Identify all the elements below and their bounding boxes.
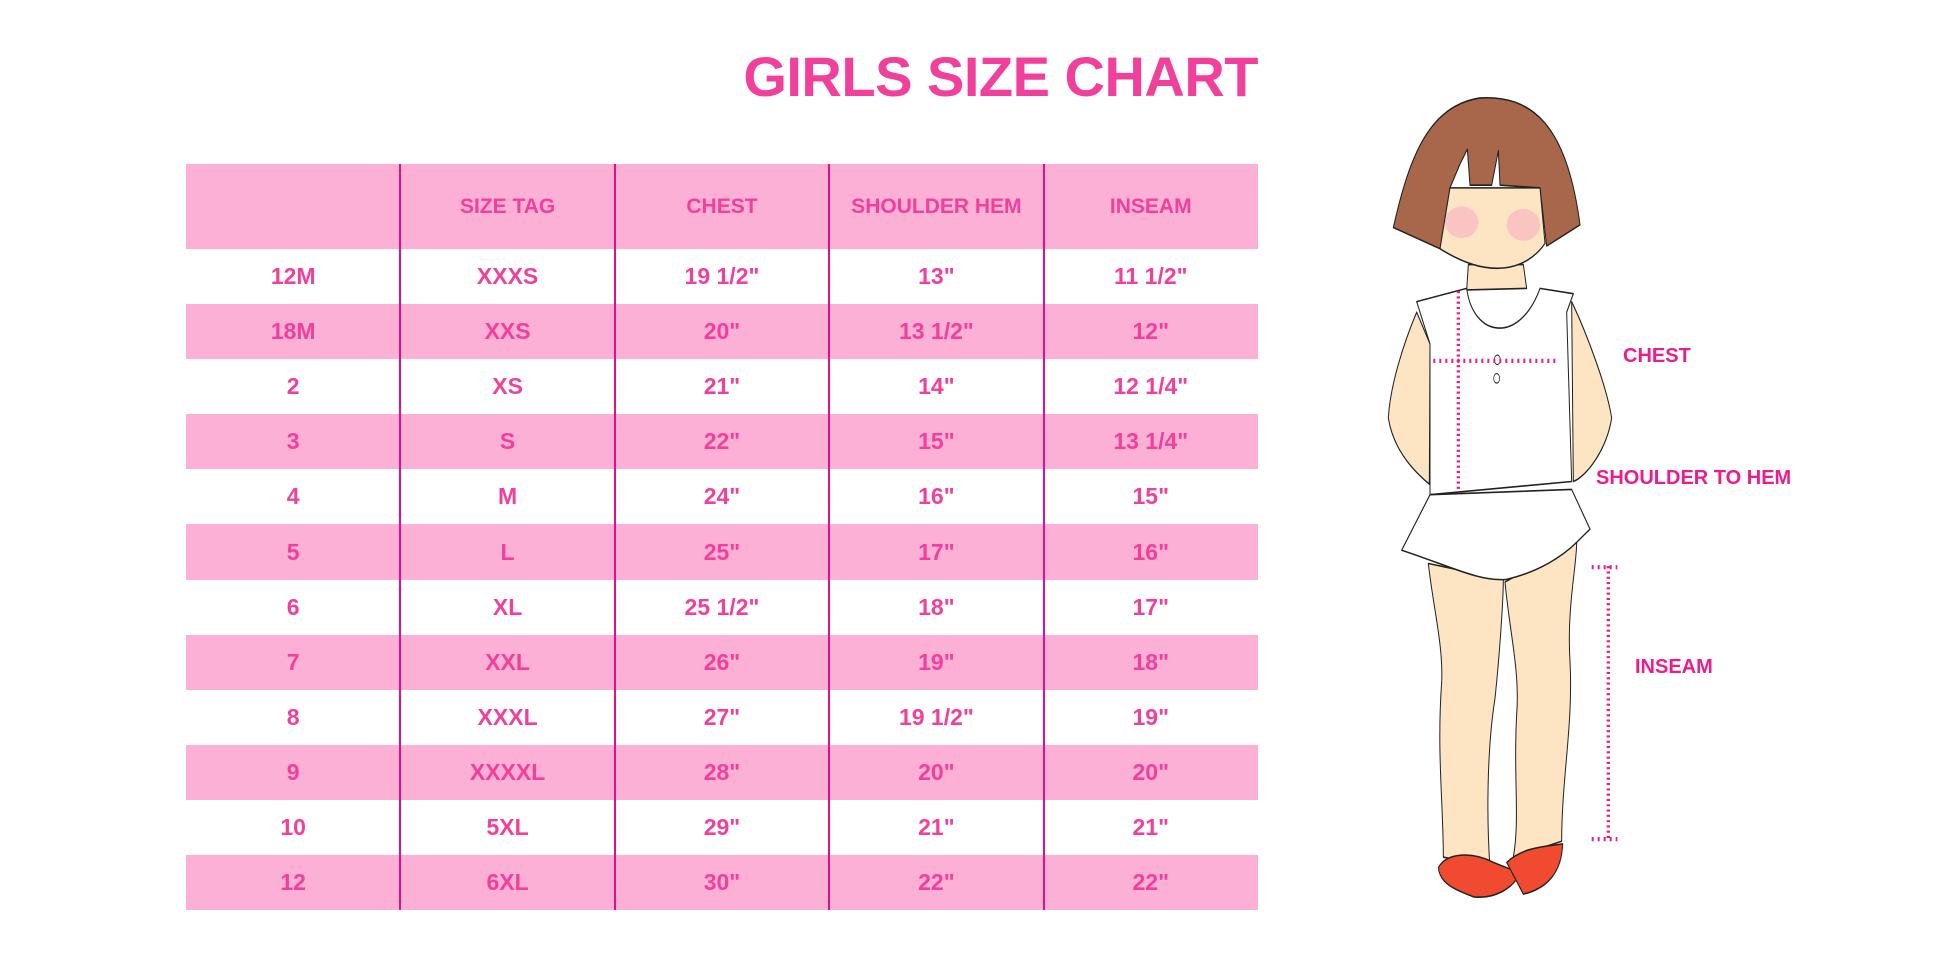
table-row: 12M XXXS 19 1/2" 13" 11 1/2" [186, 249, 1258, 304]
table-cell: 25 1/2" [684, 593, 760, 620]
table-cell: S [499, 428, 516, 455]
page-title: GIRLS SIZE CHART [743, 45, 1258, 108]
left-shoe [1437, 854, 1521, 898]
table-cell: 20" [918, 758, 955, 785]
column-divider [613, 164, 616, 910]
table-cell: 21" [703, 373, 741, 400]
table-cell: 16" [918, 483, 955, 510]
table-cell: M [498, 483, 518, 510]
table-row: 8 XXXL 27" 19 1/2" 19" [186, 690, 1258, 745]
table-cell: 21" [1132, 813, 1170, 840]
table-cell: 28" [703, 758, 741, 785]
table-cell: 12" [1132, 318, 1170, 345]
table-cell: 5 [286, 538, 300, 565]
table-cell: 30" [703, 869, 741, 896]
table-row: 12 6XL 30" 22" 22" [186, 855, 1258, 911]
table-cell: 14" [918, 373, 955, 400]
table-cell: 8 [286, 703, 300, 730]
chest-label: CHEST [1623, 345, 1691, 367]
skirt [1401, 488, 1591, 581]
column-divider [828, 164, 831, 910]
table-cell: 12 [280, 869, 306, 896]
hair [1392, 97, 1581, 250]
right-arm [1571, 300, 1613, 483]
table-cell: 7 [286, 648, 300, 675]
table-cell: 6 [286, 593, 300, 620]
table-cell: 25" [703, 538, 741, 565]
girl-figure-icon [1387, 97, 1618, 898]
table-cell: 21" [918, 813, 955, 840]
shoulder-to-hem-label: SHOULDER TO HEM [1596, 467, 1792, 489]
table-cell: 22" [1132, 869, 1170, 896]
table-cell: 22" [703, 428, 741, 455]
shirt [1416, 287, 1574, 496]
table-header: SIZE TAG CHEST SHOULDER HEM INSEAM [186, 164, 1258, 249]
table-cell: 20" [703, 318, 741, 345]
table-cell: 19 1/2" [684, 263, 760, 290]
table-cell: 5XL [486, 813, 529, 840]
table-row: 9 XXXXL 28" 20" 20" [186, 744, 1258, 800]
left-arm [1387, 311, 1431, 485]
table-cell: 19 1/2" [898, 703, 974, 730]
table-cell: 15" [918, 428, 955, 455]
table-cell: 26" [703, 648, 741, 675]
table-cell: 12 1/4" [1113, 373, 1189, 400]
right-leg [1504, 541, 1578, 858]
table-cell: 19" [918, 648, 955, 675]
table-cell: 27" [703, 703, 741, 730]
size-table: SIZE TAG CHEST SHOULDER HEM INSEAM 12M XXXS 1… [186, 164, 1258, 911]
table-row: 5 L 25" 17" 16" [186, 524, 1258, 580]
table-cell: XXXL [477, 703, 538, 730]
table-cell: 15" [1132, 483, 1170, 510]
table-cell: 18M [270, 318, 316, 345]
table-cell: 24" [703, 483, 741, 510]
table-cell: 22" [918, 869, 955, 896]
table-cell: 19" [1132, 703, 1170, 730]
table-cell: XXL [485, 648, 530, 675]
column-header: SIZE TAG [459, 194, 556, 218]
table-cell: XS [492, 373, 523, 400]
table-cell: XL [492, 593, 523, 620]
column-header: SHOULDER HEM [851, 194, 1022, 218]
table-cell: 4 [286, 483, 300, 510]
table-cell: 16" [1132, 538, 1170, 565]
table-cell: 17" [918, 538, 955, 565]
table-cell: 10 [280, 813, 306, 840]
table-row: 7 XXL 26" 19" 18" [186, 634, 1258, 690]
table-cell: 3 [286, 428, 300, 455]
column-header: INSEAM [1109, 194, 1192, 218]
table-cell: 2 [286, 373, 300, 400]
table-cell: L [500, 538, 515, 565]
table-row: 3 S 22" 15" 13 1/4" [186, 414, 1258, 470]
right-shoe [1506, 843, 1564, 895]
inseam-label: INSEAM [1635, 656, 1713, 678]
table-cell: XXS [484, 318, 531, 345]
table-row: 4 M 24" 16" 15" [186, 469, 1258, 524]
column-header: CHEST [686, 194, 758, 218]
table-row: 10 5XL 29" 21" 21" [186, 800, 1258, 855]
table-cell: 20" [1132, 758, 1170, 785]
table-cell: 13 1/4" [1113, 428, 1189, 455]
left-leg [1427, 562, 1504, 869]
table-row: 18M XXS 20" 13 1/2" 12" [186, 304, 1258, 360]
table-cell: XXXS [476, 263, 539, 290]
table-cell: 17" [1132, 593, 1170, 620]
column-divider [399, 164, 402, 910]
table-cell: 18" [1132, 648, 1170, 675]
table-cell: 9 [286, 758, 300, 785]
table-row: 2 XS 21" 14" 12 1/4" [186, 359, 1258, 414]
table-cell: XXXXL [469, 758, 546, 785]
table-cell: 13 1/2" [898, 318, 974, 345]
table-row: 6 XL 25 1/2" 18" 17" [186, 580, 1258, 635]
table-cell: 12M [270, 263, 316, 290]
table-cell: 6XL [486, 869, 529, 896]
table-cell: 13" [918, 263, 955, 290]
column-divider [1042, 164, 1045, 910]
table-cell: 18" [918, 593, 955, 620]
table-cell: 11 1/2" [1113, 263, 1188, 290]
table-cell: 29" [703, 813, 741, 840]
girl-measurement-illustration [1380, 90, 1860, 910]
